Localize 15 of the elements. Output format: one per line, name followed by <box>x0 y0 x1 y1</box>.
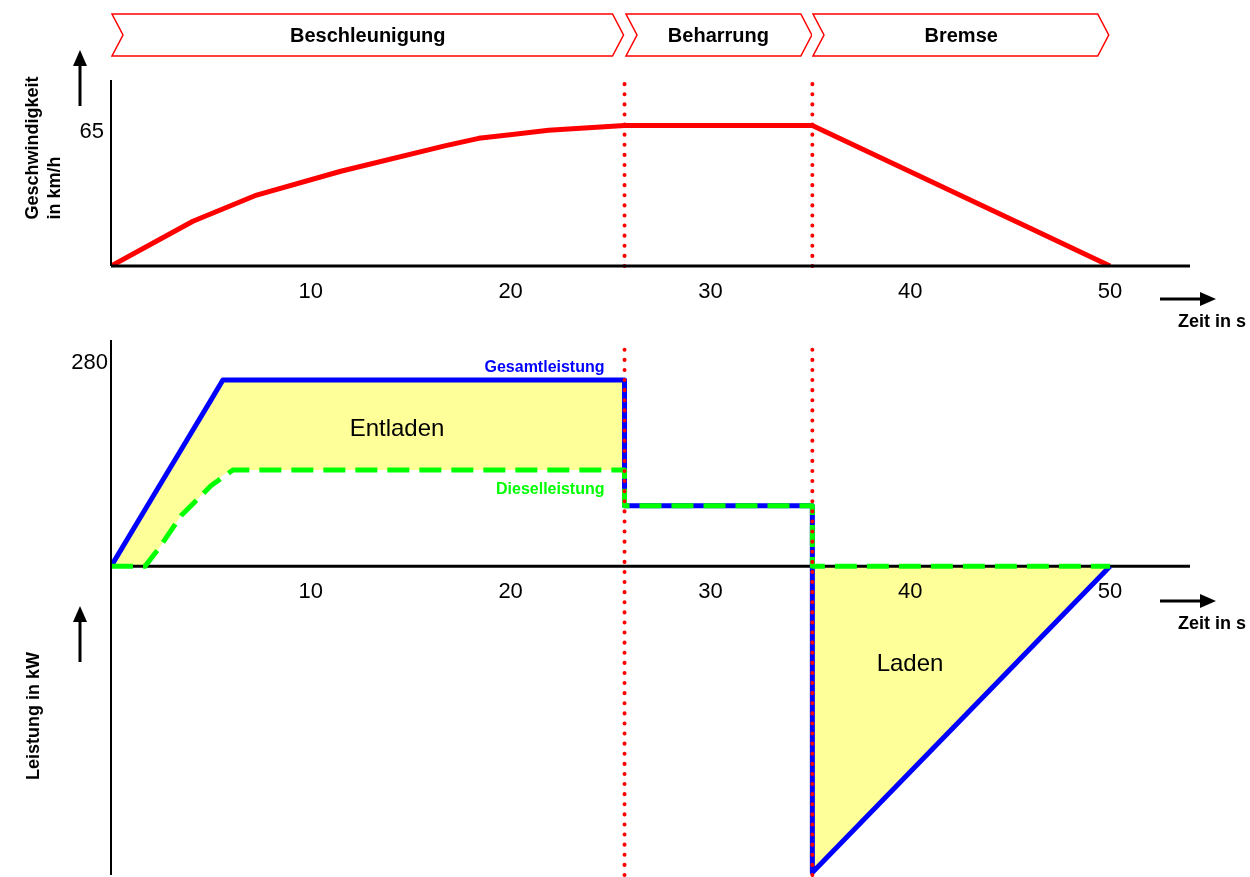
series-label: Gesamtleistung <box>484 357 605 375</box>
x-tick-label: 50 <box>1097 278 1123 303</box>
text: Bremse <box>923 24 999 47</box>
text: 280 <box>71 349 108 375</box>
x-axis-title: Zeit in s <box>1177 613 1246 634</box>
text: Beschleunigung <box>288 24 447 47</box>
x-axis-title: Zeit in s <box>1177 311 1246 332</box>
x-tick-label: 30 <box>698 278 723 303</box>
x-tick-label: 20 <box>498 278 523 303</box>
x-tick-label: 10 <box>298 278 324 303</box>
x-tick-label: 40 <box>898 278 923 303</box>
y-axis-title: Geschwindigkeit in km/h <box>21 76 65 220</box>
text: 65 <box>79 118 104 144</box>
y-axis-title: Leistung in kW <box>22 652 44 780</box>
text: Beharrung <box>666 24 770 47</box>
